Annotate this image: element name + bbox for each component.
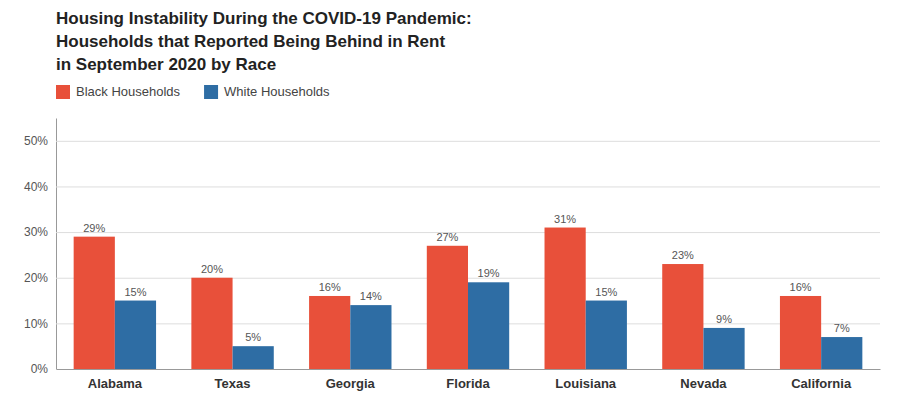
grid-line	[56, 369, 880, 370]
x-tick-label: Nevada	[680, 376, 727, 391]
bar	[780, 296, 821, 369]
x-tick: Louisiana	[555, 376, 616, 391]
data-label: 7%	[834, 322, 850, 334]
bar	[662, 264, 703, 369]
bar-series	[74, 228, 821, 369]
legend-label: White Households	[224, 84, 330, 99]
x-tick: California	[791, 376, 852, 391]
data-label: 20%	[201, 263, 223, 275]
bar	[74, 237, 115, 369]
bar	[586, 301, 627, 369]
data-label: 5%	[245, 331, 261, 343]
data-label: 15%	[124, 286, 146, 298]
x-tick-label: Louisiana	[555, 376, 616, 391]
bar-series	[115, 282, 862, 369]
legend-swatch	[204, 85, 218, 99]
grid-line	[56, 186, 880, 187]
y-tick-label: 10%	[24, 317, 48, 331]
x-tick-label: Texas	[215, 376, 251, 391]
legend-swatch	[56, 85, 70, 99]
chart-container: Housing Instability During the COVID-19 …	[0, 0, 900, 409]
y-axis: 0% 10% 20% 30% 40% 50%	[24, 119, 880, 377]
bar	[545, 228, 586, 369]
x-tick-label: Alabama	[88, 376, 143, 391]
y-axis-line	[56, 119, 57, 370]
data-label: 23%	[672, 249, 694, 261]
bars	[74, 228, 863, 369]
y-tick: 50%	[24, 134, 880, 148]
x-tick: Florida	[446, 376, 490, 391]
x-tick-label: Georgia	[326, 376, 376, 391]
data-label: 15%	[595, 286, 617, 298]
x-axis: Alabama Texas Georgia Florida Louisiana Nevad…	[57, 370, 881, 392]
title-line: Households that Reported Being Behind in…	[56, 32, 445, 51]
bar	[115, 301, 156, 369]
y-tick-label: 0%	[31, 362, 49, 376]
legend-label: Black Households	[76, 84, 181, 99]
y-tick: 40%	[24, 180, 880, 194]
title-line: in September 2020 by Race	[56, 55, 276, 74]
y-tick-label: 20%	[24, 271, 48, 285]
bar	[350, 305, 391, 369]
data-label: 16%	[790, 281, 812, 293]
bar	[309, 296, 350, 369]
data-label: 9%	[716, 313, 732, 325]
y-tick-label: 30%	[24, 225, 48, 239]
y-tick-label: 40%	[24, 180, 48, 194]
bar	[191, 278, 232, 369]
data-labels: 29% 20% 16% 27% 31% 23% 16% 15% 5% 14% 19% 15% 9% 7%	[83, 213, 850, 344]
title-line: Housing Instability During the COVID-19 …	[56, 9, 472, 28]
data-label: 27%	[436, 231, 458, 243]
data-label: 29%	[83, 222, 105, 234]
bar	[703, 328, 744, 369]
chart: Housing Instability During the COVID-19 …	[0, 0, 900, 409]
grid-line	[56, 232, 880, 233]
x-tick: Nevada	[680, 376, 727, 391]
x-tick: Texas	[215, 376, 251, 391]
data-label: 14%	[360, 290, 382, 302]
data-label: 31%	[554, 213, 576, 225]
data-label-series: 15% 5% 14% 19% 15% 9% 7%	[124, 267, 849, 343]
legend-item: White Households	[204, 84, 330, 99]
bar	[427, 246, 468, 369]
x-axis-line	[57, 369, 881, 370]
data-label-series: 29% 20% 16% 27% 31% 23% 16%	[83, 213, 812, 293]
x-tick-label: California	[791, 376, 852, 391]
legend-item: Black Households	[56, 84, 181, 99]
data-label: 16%	[319, 281, 341, 293]
x-tick: Alabama	[88, 376, 143, 391]
data-label: 19%	[478, 267, 500, 279]
legend: Black Households White Households	[56, 84, 330, 99]
plot: 0% 10% 20% 30% 40% 50% Alabama Texas Georgia Flor…	[24, 119, 881, 392]
bar	[821, 337, 862, 369]
bar	[233, 346, 274, 369]
x-tick: Georgia	[326, 376, 376, 391]
y-tick-label: 50%	[24, 134, 48, 148]
x-tick-label: Florida	[446, 376, 490, 391]
title: Housing Instability During the COVID-19 …	[56, 9, 472, 74]
bar	[468, 282, 509, 369]
grid-line	[56, 141, 880, 142]
